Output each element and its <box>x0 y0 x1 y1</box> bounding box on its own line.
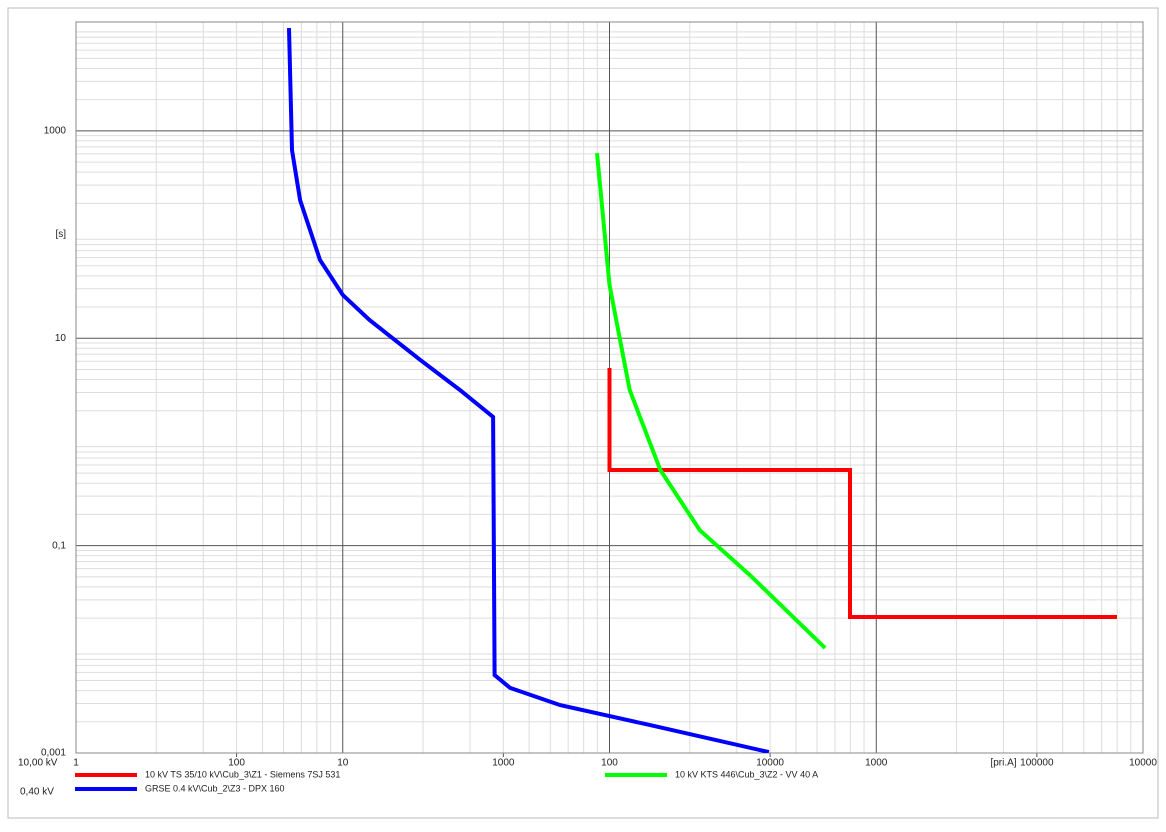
x2-tick-label: 1000 <box>492 758 515 769</box>
plot-area <box>287 28 1117 753</box>
plot-border <box>75 21 1144 754</box>
legend-label: 10 kV TS 35/10 kV\Cub_3\Z1 - Siemens 7SJ… <box>145 769 340 779</box>
y-tick-label: 0,001 <box>41 748 66 759</box>
x-tick-label: 1 <box>73 758 79 769</box>
x-tick-label: 1000 <box>865 758 888 769</box>
y-tick-label: 10 <box>55 333 67 344</box>
legend-label: 10 kV KTS 446\Cub_3\Z2 - VV 40 A <box>675 769 818 779</box>
legend-label: GRSE 0.4 kV\Cub_2\Z3 - DPX 160 <box>145 783 285 793</box>
x2-tick-label: 100 <box>228 758 245 769</box>
x2-tick-label: 100000 <box>1020 758 1054 769</box>
series-line <box>595 152 827 650</box>
x2-tick-label: 10000 <box>756 758 784 769</box>
x-axis-label: 10,00 kV <box>18 758 58 769</box>
y-tick-label: 1000 <box>44 126 67 137</box>
y-tick-label: [s] <box>55 229 66 240</box>
series-line <box>287 28 770 753</box>
x2-axis-label: 0,40 kV <box>20 787 54 798</box>
y-tick-label: 0,1 <box>52 540 66 551</box>
x-tick-label: 100 <box>601 758 618 769</box>
frame <box>7 7 1159 819</box>
series-line <box>607 368 1117 619</box>
x-tick-label: 10 <box>337 758 349 769</box>
x-tick-label: [pri.A] <box>990 758 1016 769</box>
x-tick-label: 10000 <box>1129 758 1157 769</box>
